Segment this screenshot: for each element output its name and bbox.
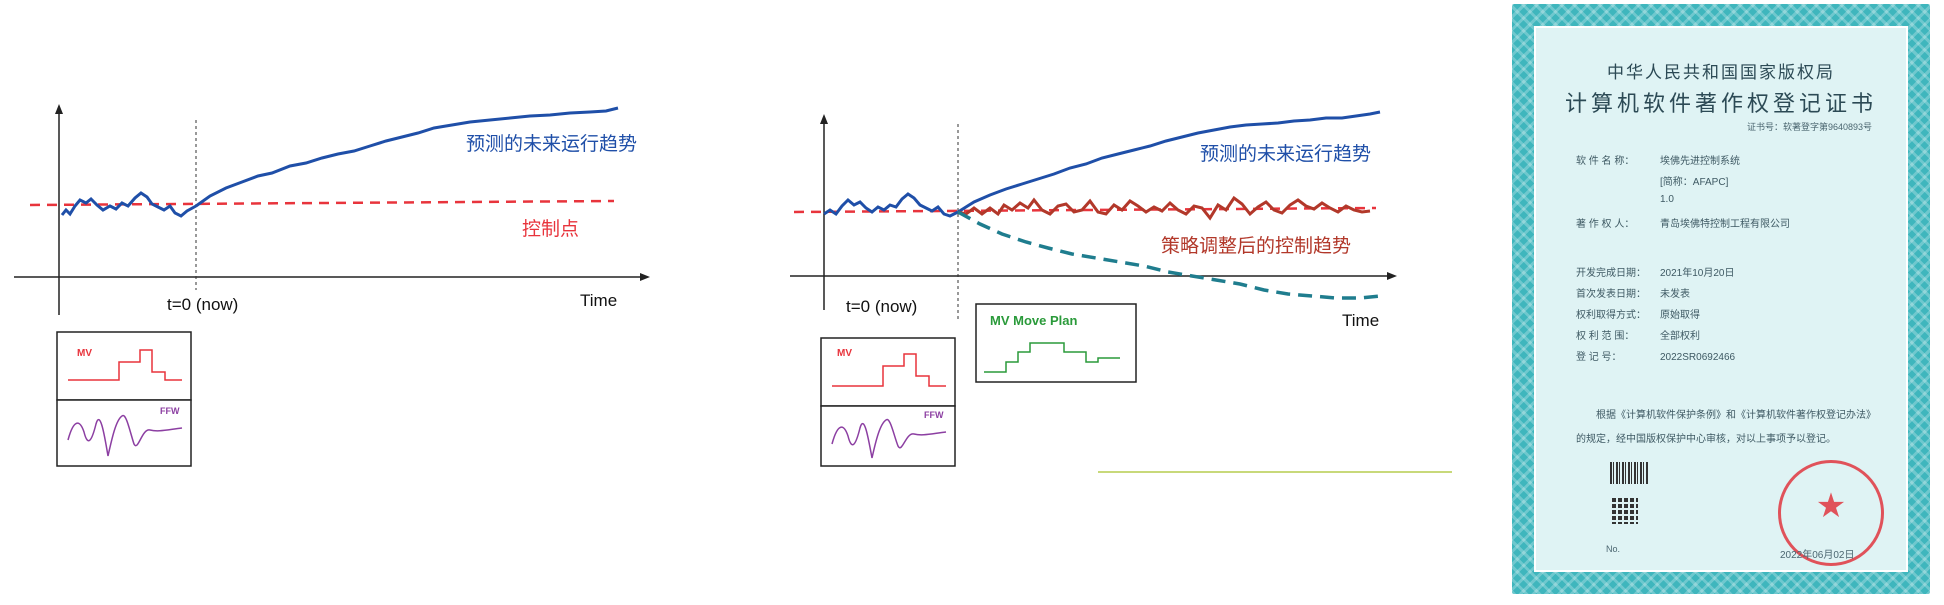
ffw-label: FFW: [160, 406, 180, 416]
ffw-wave-line: [831, 418, 947, 459]
certificate-issuer: 中华人民共和国国家版权局: [1607, 63, 1835, 83]
certificate-no-label: No.: [1606, 544, 1621, 554]
field-row: 首次发表日期： 未发表: [1576, 289, 1690, 300]
forecast-trend-line: [957, 110, 1381, 214]
y-axis-arrow: [820, 114, 828, 124]
setpoint-line: [29, 199, 615, 207]
field-row: 开发完成日期： 2021年10月20日: [1576, 268, 1735, 279]
forecast-label: 预测的未来运行趋势: [466, 133, 637, 155]
copyright-certificate: 中华人民共和国国家版权局 计算机软件著作权登记证书 证书号：软著登字第96408…: [1512, 4, 1930, 594]
certificate-number: 证书号：软著登字第9640893号: [1746, 122, 1872, 132]
dashed-trend-line: [957, 210, 1381, 300]
history-trend-line: [823, 192, 959, 218]
x-axis-arrow: [640, 273, 650, 281]
qr-code-icon: [1610, 496, 1638, 524]
now-label: t=0 (now): [846, 297, 917, 316]
field-row: 1.0: [1660, 194, 1674, 205]
time-label: Time: [1342, 311, 1379, 330]
mv-label: MV: [837, 348, 852, 359]
certificate-date: 2022年06月02日: [1780, 550, 1855, 561]
certificate-body: 中华人民共和国国家版权局 计算机软件著作权登记证书 证书号：软著登字第96408…: [1534, 26, 1908, 572]
forecast-trend-line: [195, 106, 619, 208]
barcode-icon: [1610, 462, 1648, 484]
setpoint-line: [793, 206, 1377, 214]
ffw-label: FFW: [924, 410, 944, 420]
field-row: 权利取得方式： 原始取得: [1576, 310, 1700, 321]
mv-label: MV: [77, 348, 92, 359]
adjusted-trend-line: [957, 195, 1371, 221]
field-row: [简称：AFAPC]: [1660, 177, 1729, 188]
adjusted-label: 策略调整后的控制趋势: [1161, 235, 1351, 257]
certificate-fields: 软 件 名 称： 埃佛先进控制系统 [简称：AFAPC] 1.0 著 作 权 人：…: [1576, 152, 1876, 369]
forecast-label: 预测的未来运行趋势: [1200, 143, 1371, 165]
mv-move-plan-label: MV Move Plan: [990, 313, 1077, 328]
mv-step-line: [832, 353, 946, 387]
field-row: 权 利 范 围： 全部权利: [1576, 331, 1700, 342]
y-axis-arrow: [55, 104, 63, 114]
field-row: 登 记 号： 2022SR0692466: [1576, 352, 1736, 363]
official-seal-icon: ★: [1778, 460, 1884, 566]
mv-step-line: [68, 349, 182, 381]
setpoint-label: 控制点: [522, 218, 579, 240]
field-row: 软 件 名 称： 埃佛先进控制系统: [1576, 156, 1740, 167]
seal-star-icon: ★: [1815, 487, 1847, 525]
ffw-panel: [820, 405, 956, 467]
field-row: 著 作 权 人： 青岛埃佛特控制工程有限公司: [1576, 219, 1790, 230]
certificate-statement: 根据《计算机软件保护条例》和《计算机软件著作权登记办法》的规定，经中国版权保护中…: [1576, 410, 1871, 445]
mv-panel: [56, 331, 192, 401]
history-trend-line: [60, 191, 197, 218]
x-axis-arrow: [1387, 272, 1397, 280]
forecast-diagram-right: 预测的未来运行趋势 策略调整后的控制趋势 t=0 (now) Time MV F…: [790, 110, 1452, 473]
mv-move-plan-line: [984, 342, 1120, 373]
now-label: t=0 (now): [167, 295, 238, 314]
ffw-wave-line: [67, 414, 183, 457]
time-label: Time: [580, 291, 617, 310]
certificate-title: 计算机软件著作权登记证书: [1564, 92, 1877, 117]
ffw-panel: [56, 399, 192, 467]
forecast-diagram-left: 预测的未来运行趋势 控制点 t=0 (now) Time MV FFW: [14, 104, 650, 467]
mv-panel: [820, 337, 956, 407]
